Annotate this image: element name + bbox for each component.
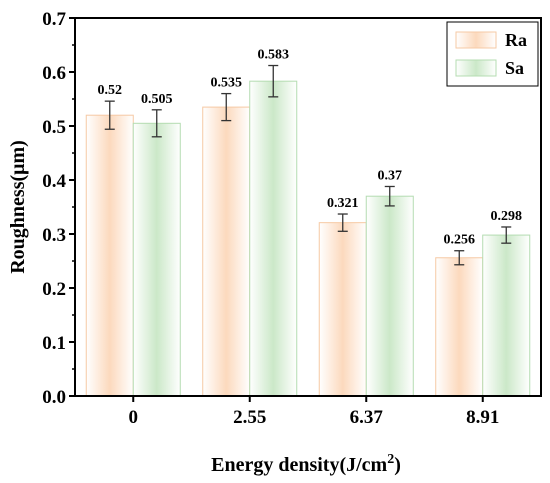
legend-swatch-sa <box>455 59 497 77</box>
error-bar-sa-1 <box>268 64 279 98</box>
legend-label-ra: Ra <box>505 30 527 50</box>
data-label-sa-2: 0.37 <box>378 168 403 183</box>
bar-ra-1 <box>202 106 251 397</box>
y-tick-label-7: 0.7 <box>42 9 66 30</box>
x-axis: 0 2.55 6.37 8.91 <box>129 396 499 428</box>
data-label-sa-0: 0.505 <box>141 92 173 107</box>
bar-ra-2 <box>318 222 367 397</box>
x-tick-label-3: 8.91 <box>466 407 499 428</box>
x-tick-label-1: 2.55 <box>233 407 266 428</box>
data-label-sa-1: 0.583 <box>258 48 290 63</box>
data-label-ra-0: 0.52 <box>98 83 123 98</box>
bar-sa-3 <box>482 234 531 397</box>
bar-sa-2 <box>365 195 414 397</box>
bar-ra-0 <box>85 114 134 397</box>
x-axis-title-close: ) <box>394 454 401 476</box>
legend-swatch-ra <box>455 31 497 49</box>
bar-ra-3 <box>435 257 484 397</box>
error-bar-ra-2 <box>337 213 348 232</box>
legend: Ra Sa <box>446 21 539 87</box>
error-bar-ra-3 <box>454 250 465 266</box>
error-bar-ra-1 <box>221 92 232 122</box>
error-bar-ra-0 <box>104 100 115 130</box>
data-label-sa-3: 0.298 <box>491 209 523 224</box>
error-bars-layer <box>104 64 512 266</box>
bars-layer <box>85 80 531 397</box>
data-labels-layer: 0.52 0.505 0.535 0.583 0.321 0.37 0.256 0.298 <box>98 48 523 248</box>
y-axis-title: Roughness(μm) <box>7 140 29 274</box>
error-bar-sa-2 <box>384 185 395 207</box>
x-tick-label-2: 6.37 <box>350 407 384 428</box>
y-tick-label-3: 0.3 <box>42 225 66 246</box>
error-bar-sa-0 <box>151 109 162 138</box>
legend-label-sa: Sa <box>505 58 524 78</box>
y-tick-label-0: 0.0 <box>42 387 66 408</box>
y-tick-label-5: 0.5 <box>42 117 66 138</box>
x-axis-title-superscript: 2 <box>387 452 394 467</box>
bar-sa-1 <box>249 80 298 397</box>
y-axis: 0.0 0.1 0.2 0.3 0.4 0.5 0.6 0.7 <box>42 9 75 408</box>
bar-sa-0 <box>132 122 181 397</box>
data-label-ra-2: 0.321 <box>327 196 359 211</box>
x-axis-title: Energy density(J/cm2) <box>211 452 401 476</box>
y-tick-label-4: 0.4 <box>42 171 66 192</box>
error-bar-sa-3 <box>501 226 512 244</box>
y-tick-label-1: 0.1 <box>42 333 66 354</box>
data-label-ra-3: 0.256 <box>444 233 476 248</box>
y-tick-label-6: 0.6 <box>42 63 66 84</box>
y-tick-label-2: 0.2 <box>42 279 66 300</box>
x-tick-label-0: 0 <box>129 407 139 428</box>
x-axis-title-text: Energy density(J/cm <box>211 454 387 476</box>
data-label-ra-1: 0.535 <box>211 76 243 91</box>
